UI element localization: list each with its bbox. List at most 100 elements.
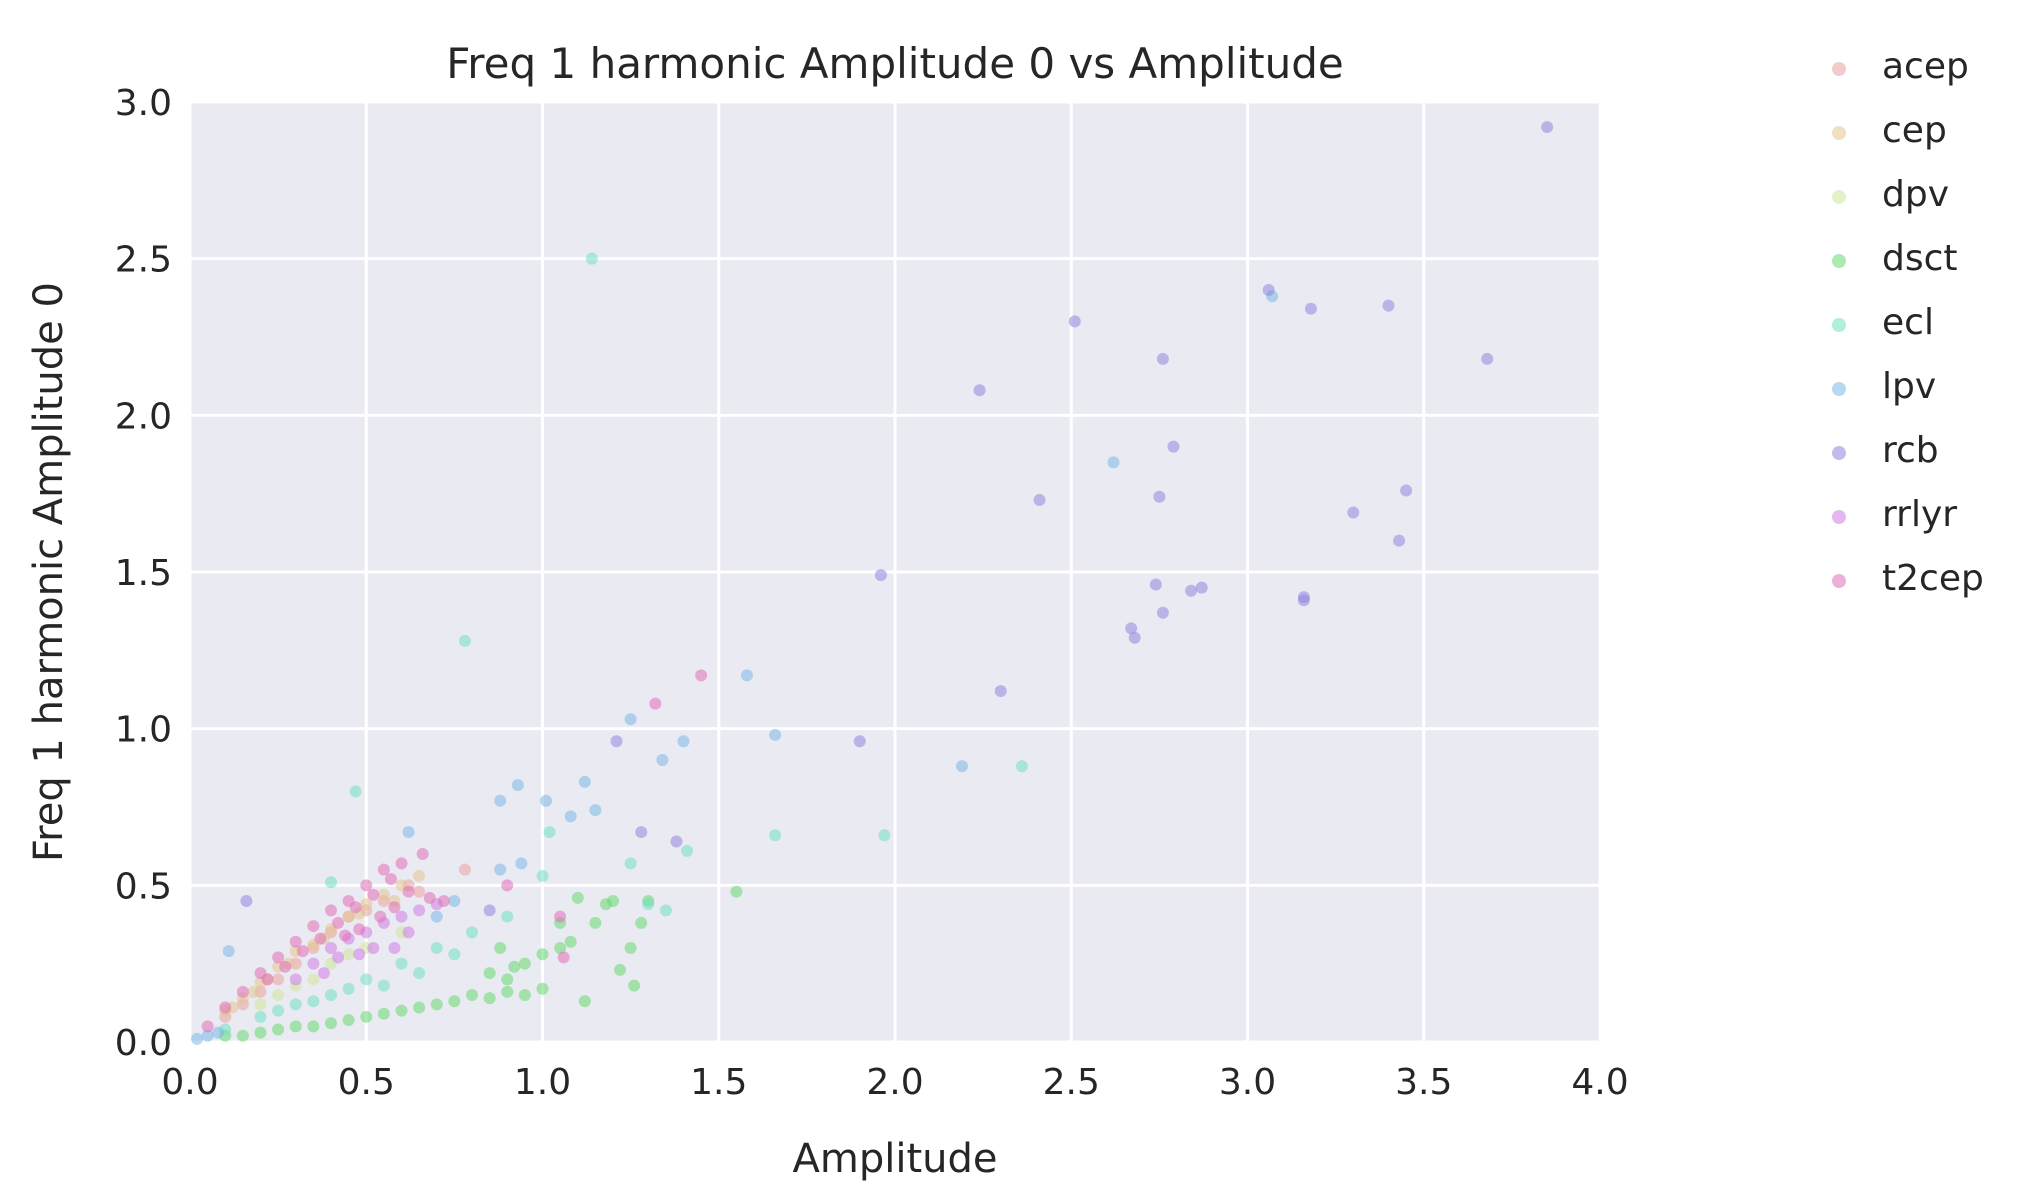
data-point-rcb bbox=[610, 735, 623, 748]
data-point-lpv bbox=[494, 794, 507, 807]
data-point-lpv bbox=[430, 910, 443, 923]
data-point-t2cep bbox=[374, 910, 387, 923]
data-point-t2cep bbox=[554, 910, 567, 923]
data-point-dsct bbox=[466, 989, 478, 1001]
data-point-lpv bbox=[624, 713, 637, 726]
data-point-lpv bbox=[677, 735, 690, 748]
data-point-dsct bbox=[599, 898, 612, 911]
data-point-rcb bbox=[1400, 484, 1413, 497]
data-point-ecl bbox=[769, 829, 782, 842]
x-axis-label: Amplitude bbox=[793, 1136, 998, 1182]
data-point-ecl bbox=[325, 876, 337, 889]
legend-marker bbox=[1832, 510, 1846, 524]
data-point-t2cep bbox=[353, 923, 366, 936]
x-tick-label: 1.5 bbox=[690, 1062, 747, 1103]
series-rcb bbox=[240, 121, 1554, 917]
data-point-ecl bbox=[585, 252, 598, 265]
data-point-t2cep bbox=[557, 951, 570, 964]
data-point-ecl bbox=[289, 998, 302, 1011]
data-point-rrlyr bbox=[402, 926, 415, 939]
y-tick-label: 2.5 bbox=[115, 240, 172, 281]
y-tick-label: 2.0 bbox=[115, 396, 172, 437]
x-tick-label: 2.5 bbox=[1043, 1062, 1100, 1103]
data-point-dsct bbox=[571, 891, 584, 904]
data-point-dsct bbox=[564, 935, 577, 948]
data-point-lpv bbox=[448, 895, 461, 907]
data-point-rrlyr bbox=[317, 967, 330, 980]
legend-label: rrlyr bbox=[1882, 494, 1958, 535]
data-points bbox=[191, 121, 1554, 1045]
data-point-lpv bbox=[769, 728, 782, 741]
data-point-ecl bbox=[325, 989, 337, 1001]
data-point-cep bbox=[247, 985, 260, 998]
data-point-rcb bbox=[670, 835, 683, 848]
data-point-dsct bbox=[624, 942, 637, 954]
legend-label: t2cep bbox=[1882, 558, 1984, 599]
series-dsct bbox=[219, 885, 743, 1042]
data-point-rcb bbox=[1393, 534, 1406, 547]
y-tick-label: 3.0 bbox=[115, 83, 172, 124]
data-point-lpv bbox=[540, 794, 553, 807]
data-point-rcb bbox=[973, 384, 986, 397]
data-point-ecl bbox=[307, 995, 320, 1008]
series-ecl bbox=[219, 252, 1028, 1036]
data-point-ecl bbox=[642, 898, 655, 911]
data-point-ecl bbox=[543, 826, 556, 839]
data-point-t2cep bbox=[367, 888, 380, 901]
data-point-t2cep bbox=[201, 1020, 214, 1033]
data-point-dsct bbox=[518, 957, 531, 970]
data-point-cep bbox=[342, 910, 355, 923]
data-point-dsct bbox=[254, 1026, 267, 1039]
data-point-rcb bbox=[1297, 594, 1310, 607]
data-point-rcb bbox=[1541, 121, 1554, 134]
data-point-dsct bbox=[236, 1029, 249, 1042]
data-point-dsct bbox=[483, 967, 496, 980]
data-point-t2cep bbox=[289, 935, 302, 948]
data-point-ecl bbox=[878, 829, 891, 842]
x-tick-label: 0.5 bbox=[338, 1062, 395, 1103]
legend-label: rcb bbox=[1882, 430, 1939, 471]
data-point-lpv bbox=[740, 669, 753, 682]
data-point-ecl bbox=[1015, 760, 1028, 773]
x-tick-labels: 0.0 0.5 1.0 1.5 2.0 2.5 3.0 3.5 4.0 bbox=[161, 1062, 1628, 1103]
data-point-t2cep bbox=[296, 945, 309, 958]
legend-item-acep: acep bbox=[1800, 40, 2030, 104]
x-tick-label: 2.0 bbox=[866, 1062, 923, 1103]
data-point-dpv bbox=[307, 973, 320, 986]
legend-label: dsct bbox=[1882, 238, 1958, 279]
legend-label: lpv bbox=[1882, 366, 1937, 407]
data-point-lpv bbox=[1107, 456, 1120, 469]
legend-item-lpv: lpv bbox=[1800, 360, 2030, 424]
legend-marker bbox=[1832, 126, 1846, 140]
data-point-lpv bbox=[494, 863, 507, 876]
data-point-lpv bbox=[578, 775, 591, 788]
data-point-ecl bbox=[681, 844, 694, 857]
x-tick-label: 3.0 bbox=[1219, 1062, 1276, 1103]
data-point-t2cep bbox=[261, 973, 274, 986]
data-point-lpv bbox=[955, 760, 968, 773]
legend-marker bbox=[1832, 446, 1846, 460]
data-point-acep bbox=[413, 885, 426, 898]
data-point-t2cep bbox=[402, 885, 415, 898]
data-point-lpv bbox=[212, 1026, 225, 1039]
data-point-rrlyr bbox=[367, 942, 380, 954]
data-point-dsct bbox=[508, 960, 521, 973]
data-point-lpv bbox=[511, 779, 524, 792]
data-point-rcb bbox=[1149, 578, 1162, 591]
data-point-dsct bbox=[501, 985, 514, 998]
legend-item-cep: cep bbox=[1800, 104, 2030, 168]
data-point-dsct bbox=[483, 992, 496, 1005]
y-tick-label: 1.0 bbox=[115, 710, 172, 751]
data-point-rcb bbox=[1125, 622, 1138, 635]
data-point-rcb bbox=[1304, 302, 1317, 315]
data-point-rcb bbox=[1128, 631, 1141, 644]
data-point-dsct bbox=[430, 998, 443, 1011]
data-point-dsct bbox=[413, 1001, 426, 1014]
y-tick-label: 0.0 bbox=[115, 1023, 172, 1064]
legend-item-rcb: rcb bbox=[1800, 424, 2030, 488]
data-point-lpv bbox=[191, 1032, 204, 1045]
data-point-dsct bbox=[360, 1010, 373, 1023]
data-point-t2cep bbox=[236, 985, 249, 998]
data-point-dsct bbox=[377, 1007, 390, 1020]
